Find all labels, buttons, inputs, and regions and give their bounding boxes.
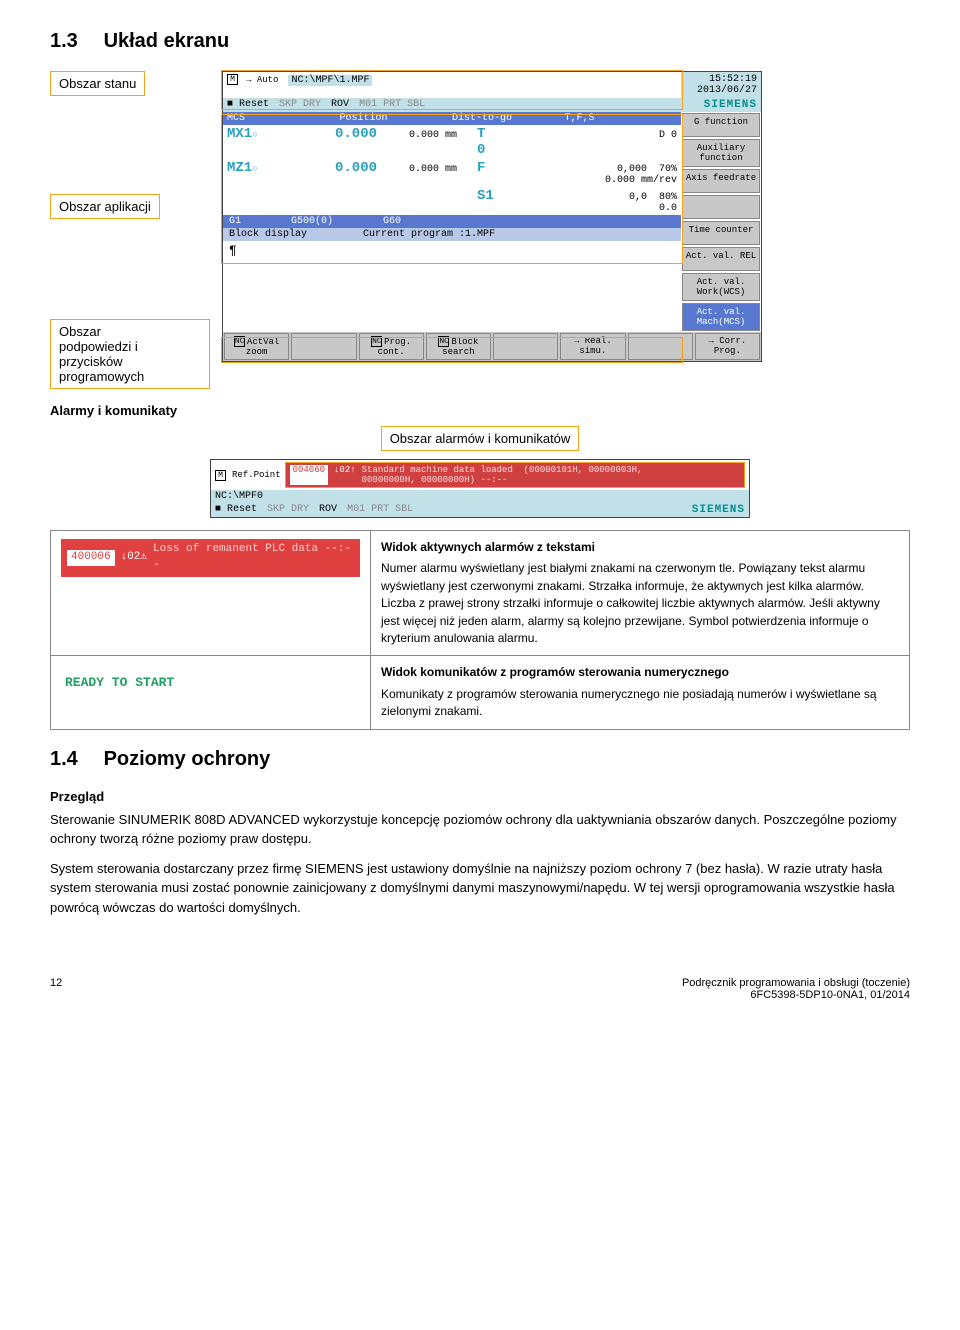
softkey-time-counter[interactable]: Time counter [682,221,760,245]
table-row: 400006 ↓02⚠ Loss of remanent PLC data --… [51,531,910,656]
g-info-bar: G1 G500(0) G60 [223,215,681,228]
axis-row: MZ1○ 0.000 0.000 mm F 0,000 70% 0.000 mm… [223,159,681,187]
siemens-logo: SIEMENS [704,99,757,111]
side-softkeys: G function Auxiliary function Axis feedr… [681,112,761,332]
softkey-actval-zoom[interactable]: NCActVal zoom [224,333,289,360]
alarm-sample: 400006 ↓02⚠ Loss of remanent PLC data --… [61,539,360,577]
mode-m-icon: M [215,470,226,481]
softkey-empty[interactable] [628,333,693,360]
callout-softkey-area: Obszar podpowiedzi i przycisków programo… [50,319,210,389]
callout-status-area: Obszar stanu [50,71,145,96]
axis-table-header: MCS Position Dist-to-go T,F,S [223,112,681,125]
hmi-screenshot: M → Auto NC:\MPF\1.MPF 15:52:19 2013/06/… [222,71,762,362]
page-footer: 12 Podręcznik programowania i obsługi (t… [0,957,960,1031]
softkey-corr-prog[interactable]: → Corr. Prog. [695,333,760,360]
softkey-block-search[interactable]: NCBlock search [426,333,491,360]
body-paragraph: System sterowania dostarczany przez firm… [50,859,910,918]
row-heading: Widok komunikatów z programów sterowania… [381,664,899,681]
softkey-empty[interactable] [682,195,760,219]
section-heading: 1.3 Układ ekranu [50,30,910,53]
hmi-alarm-strip: M Ref.Point 004060 ↓02↑ Standard machine… [210,459,750,518]
axis-row: S1 0,0 80% 0.0 [223,187,681,215]
row-body: Numer alarmu wyświetlany jest białymi zn… [381,560,899,647]
softkey-actval-wcs[interactable]: Act. val. Work(WCS) [682,273,760,301]
row-body: Komunikaty z programów sterowania numery… [381,686,899,721]
axis-row: MX1○ 0.000 0.000 mm T 0 D 0 [223,125,681,159]
alarm-description-table: 400006 ↓02⚠ Loss of remanent PLC data --… [50,530,910,730]
down-arrow-icon: ↓02⚠ [121,550,147,566]
row-heading: Widok aktywnych alarmów z tekstami [381,539,899,556]
down-arrow-icon: ↓02↑ [334,465,356,485]
softkey-prog-cont[interactable]: NCProg. cont. [359,333,424,360]
softkey-actval-rel[interactable]: Act. val. REL [682,247,760,271]
callout-app-area: Obszar aplikacji [50,194,160,219]
section-heading: 1.4 Poziomy ochrony [50,748,910,771]
bottom-softkeys: NCActVal zoom NCProg. cont. NCBlock sear… [223,332,761,361]
table-row: READY TO START Widok komunikatów z progr… [51,656,910,729]
ready-sample: READY TO START [61,664,178,703]
body-paragraph: Sterowanie SINUMERIK 808D ADVANCED wykor… [50,810,910,849]
subheading-alarms: Alarmy i komunikaty [50,403,910,418]
softkey-real-simu[interactable]: → Real. simu. [560,333,625,360]
siemens-logo: SIEMENS [692,504,745,516]
subheading-overview: Przegląd [50,789,910,804]
softkey-axis-feedrate[interactable]: Axis feedrate [682,169,760,193]
softkey-aux-function[interactable]: Auxiliary function [682,139,760,167]
softkey-empty[interactable] [493,333,558,360]
softkey-empty[interactable] [291,333,356,360]
callout-alarm-area: Obszar alarmów i komunikatów [381,426,580,451]
softkey-actval-mcs[interactable]: Act. val. Mach(MCS) [682,303,760,331]
page-number: 12 [50,977,62,1001]
softkey-g-function[interactable]: G function [682,113,760,137]
mode-m-icon: M [227,74,238,85]
